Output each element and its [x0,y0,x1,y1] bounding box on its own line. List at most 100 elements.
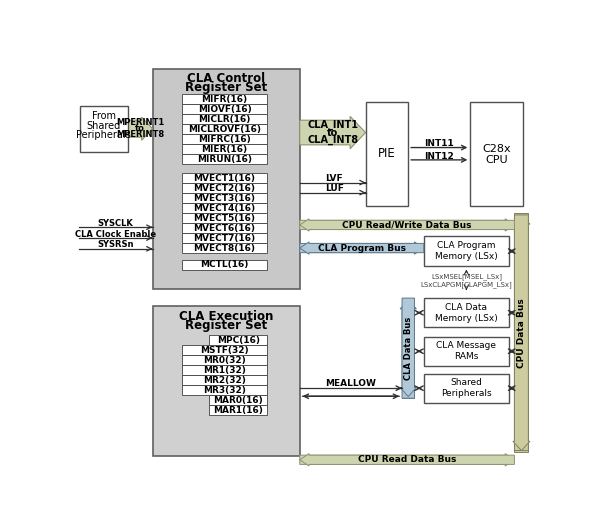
Text: Peripherals: Peripherals [76,130,131,140]
Bar [182,213,267,223]
FancyArrow shape [300,454,514,466]
Text: CLA Message: CLA Message [436,341,496,350]
Bar [424,374,509,403]
Text: LUF: LUF [325,184,344,193]
Bar [80,105,128,152]
Bar [182,124,267,134]
Text: CLA Program Bus: CLA Program Bus [318,243,406,252]
Text: Memory (LSx): Memory (LSx) [435,252,498,261]
Bar [152,70,300,289]
Text: LSxCLAPGM[CLAPGM_LSx]: LSxCLAPGM[CLAPGM_LSx] [421,281,512,288]
Text: Memory (LSx): Memory (LSx) [435,314,498,323]
Bar [470,102,523,206]
FancyArrow shape [300,219,514,231]
Bar [424,237,509,266]
Text: CLA Clock Enable: CLA Clock Enable [75,230,156,239]
Text: Shared: Shared [451,378,482,387]
Bar [424,298,509,327]
Text: MIRUN(16): MIRUN(16) [197,154,252,163]
Bar [182,144,267,154]
Text: C28x: C28x [482,144,511,154]
Text: CLA_INT1: CLA_INT1 [307,120,358,130]
Bar [209,405,267,415]
Text: CLA Execution: CLA Execution [179,310,274,323]
Text: MIOVF(16): MIOVF(16) [198,104,251,113]
Bar [182,203,267,213]
Bar [424,337,509,366]
FancyArrow shape [300,219,514,231]
Text: MR2(32): MR2(32) [203,376,246,385]
Text: Shared: Shared [86,121,121,131]
Bar [365,102,408,206]
FancyArrow shape [513,215,530,451]
Text: Register Set: Register Set [185,319,267,333]
Text: CPU: CPU [485,155,508,165]
Bar [182,365,267,375]
Text: SYSRSn: SYSRSn [97,240,134,249]
Text: MPERINT1: MPERINT1 [116,118,164,127]
Text: LSxMSEL[MSEL_LSx]: LSxMSEL[MSEL_LSx] [431,273,502,280]
Text: CLA Data: CLA Data [445,303,487,312]
Text: PIE: PIE [378,147,396,160]
Text: INT11: INT11 [424,139,454,148]
Bar [182,193,267,203]
Text: INT12: INT12 [424,152,454,161]
Bar [182,104,267,114]
Text: MSTF(32): MSTF(32) [200,346,249,355]
Text: Register Set: Register Set [185,81,267,94]
Text: MR1(32): MR1(32) [203,366,246,375]
Text: MVECT6(16): MVECT6(16) [194,224,256,233]
Text: MR0(32): MR0(32) [203,356,246,365]
Text: CLA Control: CLA Control [187,72,265,85]
Text: MICLR(16): MICLR(16) [199,114,251,123]
Text: CPU Read/Write Data Bus: CPU Read/Write Data Bus [343,220,472,229]
Bar [182,355,267,365]
Bar [182,183,267,193]
Text: MVECT3(16): MVECT3(16) [194,194,256,203]
FancyArrow shape [400,300,416,398]
Text: RAMs: RAMs [454,352,479,361]
Bar [182,223,267,233]
Text: MAR1(16): MAR1(16) [213,406,263,415]
Bar [514,213,529,452]
Bar [182,154,267,164]
Bar [182,94,267,104]
FancyArrow shape [128,117,152,140]
Text: MIER(16): MIER(16) [202,144,248,153]
Bar [209,335,267,345]
Text: MVECT2(16): MVECT2(16) [194,184,256,193]
FancyArrow shape [400,298,416,397]
Text: CPU Read Data Bus: CPU Read Data Bus [358,455,456,464]
Bar [209,395,267,405]
Bar [152,306,300,456]
Text: CLA Program: CLA Program [437,241,496,250]
Bar [182,173,267,183]
Text: MIFRC(16): MIFRC(16) [198,134,251,143]
FancyArrow shape [513,215,530,451]
Text: SYSCLK: SYSCLK [98,219,134,228]
Text: MPC(16): MPC(16) [217,336,260,345]
Text: CLA_INT8: CLA_INT8 [307,135,358,145]
Bar [182,114,267,124]
Text: to: to [135,124,145,133]
FancyArrow shape [300,242,424,254]
Bar [182,233,267,243]
Text: CLA Data Bus: CLA Data Bus [404,317,413,380]
Text: LVF: LVF [325,174,343,183]
Text: to: to [327,128,338,138]
Text: MVECT7(16): MVECT7(16) [194,234,256,243]
Bar [182,260,267,270]
Text: MPERINT8: MPERINT8 [116,130,164,139]
Text: MVECT5(16): MVECT5(16) [194,214,256,223]
Text: MIFR(16): MIFR(16) [202,94,248,103]
Text: MEALLOW: MEALLOW [325,379,376,388]
Text: MVECT8(16): MVECT8(16) [194,244,256,253]
FancyArrow shape [300,454,514,466]
Text: Peripherals: Peripherals [441,389,491,398]
FancyArrow shape [300,116,365,149]
Text: MICLROVF(16): MICLROVF(16) [188,124,261,133]
Text: MVECT1(16): MVECT1(16) [194,174,256,183]
Bar [182,134,267,144]
Text: MCTL(16): MCTL(16) [200,260,249,269]
Bar [182,385,267,395]
